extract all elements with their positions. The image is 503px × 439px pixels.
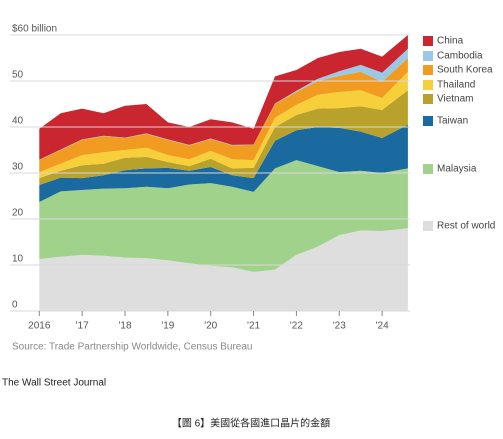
- area: [39, 35, 408, 160]
- x-tick-label: '18: [118, 321, 131, 332]
- legend-label: Taiwan: [437, 116, 468, 127]
- y-tick-label: 50: [12, 70, 24, 81]
- legend-swatch: [423, 164, 433, 174]
- legend-swatch: [423, 51, 433, 61]
- area: [39, 228, 408, 311]
- y-tick-label: 20: [12, 208, 24, 219]
- legend-swatch: [423, 94, 433, 104]
- legend-label: Rest of world: [437, 221, 495, 232]
- x-tick-label: '23: [333, 321, 346, 332]
- x-tick-label: '22: [290, 321, 303, 332]
- y-tick-label: $60 billion: [12, 24, 57, 35]
- y-tick-label: 40: [12, 116, 24, 127]
- x-tick-label: '19: [161, 321, 174, 332]
- y-tick-label: 0: [12, 300, 18, 311]
- legend-label: Thailand: [437, 80, 475, 91]
- legend-label: China: [437, 36, 464, 47]
- area: [39, 71, 408, 179]
- legend-label: Cambodia: [437, 51, 483, 62]
- legend-swatch: [423, 80, 433, 90]
- x-tick-label: '21: [247, 321, 260, 332]
- legend-label: Malaysia: [437, 164, 477, 175]
- x-tick-label: '24: [376, 321, 389, 332]
- y-tick-label: 30: [12, 162, 24, 173]
- area: [39, 58, 408, 173]
- area: [39, 160, 408, 272]
- x-tick-label: '20: [204, 321, 217, 332]
- areas: [39, 35, 408, 311]
- y-tick-label: 10: [12, 254, 24, 265]
- area: [39, 124, 408, 202]
- legend-swatch: [423, 65, 433, 75]
- caption: 【圖 6】美國從各國進口晶片的金額: [172, 417, 330, 430]
- source: Source: Trade Partnership Worldwide, Cen…: [12, 342, 253, 353]
- legend-label: South Korea: [437, 65, 493, 76]
- credit: The Wall Street Journal: [2, 378, 106, 389]
- area: [39, 90, 408, 185]
- x-tick-label: 2016: [28, 321, 51, 332]
- x-tick-label: '17: [76, 321, 89, 332]
- legend-swatch: [423, 221, 433, 231]
- legend-swatch: [423, 36, 433, 46]
- legend-swatch: [423, 116, 433, 126]
- legend-label: Vietnam: [437, 94, 474, 105]
